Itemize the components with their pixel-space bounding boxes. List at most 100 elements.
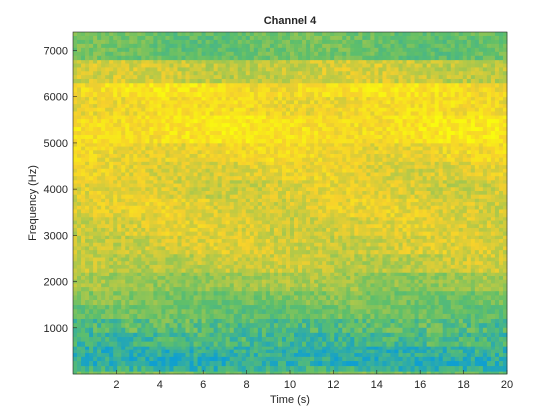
spectrogram-cell bbox=[398, 264, 403, 270]
spectrogram-cell bbox=[157, 202, 162, 207]
spectrogram-cell bbox=[105, 356, 110, 362]
spectrogram-cell bbox=[482, 356, 488, 362]
spectrogram-cell bbox=[390, 220, 395, 225]
spectrogram-cell bbox=[105, 327, 110, 333]
spectrogram-cell bbox=[281, 279, 287, 284]
spectrogram-cell bbox=[470, 205, 476, 210]
spectrogram-cell bbox=[137, 341, 142, 347]
spectrogram-cell bbox=[394, 202, 399, 207]
spectrogram-cell bbox=[149, 332, 154, 338]
spectrogram-cell bbox=[350, 300, 355, 306]
spectrogram-cell bbox=[330, 272, 335, 277]
spectrogram-cell bbox=[334, 279, 339, 284]
spectrogram-cell bbox=[181, 205, 186, 210]
spectrogram-cell bbox=[302, 323, 307, 329]
spectrogram-cell bbox=[450, 318, 456, 324]
spectrogram-cell bbox=[346, 220, 351, 225]
spectrogram-cell bbox=[490, 272, 496, 277]
spectrogram-cell bbox=[350, 279, 355, 284]
spectrogram-cell bbox=[261, 268, 267, 273]
spectrogram-cell bbox=[201, 224, 207, 229]
spectrogram-cell bbox=[269, 318, 275, 324]
spectrogram-cell bbox=[89, 365, 94, 372]
spectrogram-cell bbox=[502, 318, 508, 324]
spectrogram-cell bbox=[378, 235, 383, 240]
spectrogram-cell bbox=[181, 250, 186, 255]
spectrogram-cell bbox=[442, 365, 448, 372]
spectrogram-cell bbox=[73, 300, 78, 306]
spectrogram-cell bbox=[422, 246, 428, 251]
spectrogram-cell bbox=[338, 224, 343, 229]
spectrogram-cell bbox=[458, 290, 464, 296]
spectrogram-cell bbox=[390, 250, 395, 255]
spectrogram-cell bbox=[129, 261, 134, 266]
spectrogram-cell bbox=[358, 261, 363, 266]
spectrogram-cell bbox=[257, 235, 263, 240]
spectrogram-cell bbox=[229, 313, 235, 319]
spectrogram-cell bbox=[390, 202, 395, 207]
spectrogram-cell bbox=[498, 239, 504, 244]
spectrogram-cell bbox=[257, 318, 263, 324]
spectrogram-cell bbox=[334, 327, 339, 333]
spectrogram-cell bbox=[97, 341, 102, 347]
spectrogram-cell bbox=[402, 356, 407, 362]
spectrogram-cell bbox=[326, 183, 331, 188]
spectrogram-cell bbox=[113, 309, 118, 315]
spectrogram-cell bbox=[77, 327, 82, 333]
spectrogram-cell bbox=[73, 323, 78, 329]
spectrogram-cell bbox=[189, 361, 194, 367]
spectrogram-cell bbox=[93, 216, 98, 221]
spectrogram-cell bbox=[217, 327, 223, 333]
spectrogram-cell bbox=[462, 337, 468, 343]
spectrogram-cell bbox=[177, 341, 182, 347]
spectrogram-cell bbox=[470, 287, 476, 292]
spectrogram-cell bbox=[265, 268, 271, 273]
spectrogram-cell bbox=[109, 341, 114, 347]
spectrogram-cell bbox=[161, 209, 166, 214]
spectrogram-cell bbox=[225, 365, 231, 372]
spectrogram-cell bbox=[462, 202, 468, 207]
spectrogram-cell bbox=[410, 309, 415, 315]
spectrogram-cell bbox=[201, 253, 207, 258]
spectrogram-cell bbox=[466, 300, 472, 306]
spectrogram-cell bbox=[302, 179, 307, 184]
spectrogram-cell bbox=[474, 224, 480, 229]
spectrogram-cell bbox=[249, 179, 255, 184]
spectrogram-cell bbox=[221, 323, 227, 329]
spectrogram-cell bbox=[77, 242, 82, 247]
spectrogram-cell bbox=[294, 318, 299, 324]
spectrogram-cell bbox=[334, 264, 339, 270]
spectrogram-cell bbox=[273, 242, 279, 247]
spectrogram-cell bbox=[442, 337, 448, 343]
spectrogram-cell bbox=[410, 304, 415, 310]
spectrogram-cell bbox=[462, 365, 468, 372]
spectrogram-cell bbox=[137, 276, 142, 281]
spectrogram-cell bbox=[454, 356, 460, 362]
spectrogram-cell bbox=[446, 205, 452, 210]
spectrogram-cell bbox=[93, 227, 98, 233]
spectrogram-cell bbox=[378, 332, 383, 338]
spectrogram-cell bbox=[378, 283, 383, 288]
spectrogram-cell bbox=[422, 332, 428, 338]
spectrogram-cell bbox=[177, 227, 182, 233]
spectrogram-cell bbox=[454, 353, 460, 357]
spectrogram-cell bbox=[358, 242, 363, 247]
spectrogram-cell bbox=[466, 371, 472, 375]
spectrogram-cell bbox=[201, 356, 207, 362]
spectrogram-cell bbox=[450, 371, 456, 375]
spectrogram-cell bbox=[273, 337, 279, 343]
spectrogram-cell bbox=[366, 231, 371, 236]
spectrogram-cell bbox=[169, 346, 174, 351]
spectrogram-cell bbox=[298, 246, 303, 251]
spectrogram-cell bbox=[169, 216, 174, 221]
spectrogram-cell bbox=[117, 179, 122, 184]
spectrogram-cell bbox=[161, 239, 166, 244]
spectrogram-cell bbox=[318, 295, 323, 301]
spectrogram-cell bbox=[306, 290, 311, 296]
spectrogram-cell bbox=[498, 361, 504, 367]
spectrogram-cell bbox=[233, 283, 239, 288]
spectrogram-cell bbox=[73, 309, 78, 315]
spectrogram-cell bbox=[418, 332, 424, 338]
spectrogram-cell bbox=[253, 272, 259, 277]
spectrogram-cell bbox=[109, 227, 114, 233]
